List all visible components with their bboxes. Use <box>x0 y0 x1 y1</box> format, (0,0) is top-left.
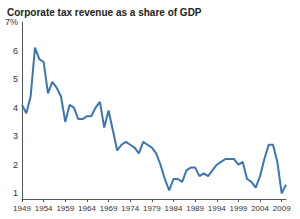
svg-text:2009: 2009 <box>273 204 291 213</box>
svg-text:2004: 2004 <box>251 204 269 213</box>
svg-text:4: 4 <box>13 103 18 113</box>
svg-text:1: 1 <box>13 188 18 198</box>
svg-text:1959: 1959 <box>56 204 74 213</box>
svg-text:3: 3 <box>13 131 18 141</box>
svg-text:1949: 1949 <box>13 204 31 213</box>
svg-text:6: 6 <box>13 46 18 56</box>
svg-text:1969: 1969 <box>100 204 118 213</box>
svg-text:1974: 1974 <box>121 204 139 213</box>
svg-text:1979: 1979 <box>143 204 161 213</box>
svg-text:5: 5 <box>13 74 18 84</box>
svg-text:2: 2 <box>13 160 18 170</box>
svg-text:1994: 1994 <box>208 204 226 213</box>
svg-text:1984: 1984 <box>165 204 183 213</box>
svg-text:1989: 1989 <box>186 204 204 213</box>
svg-text:Corporate tax revenue as a sha: Corporate tax revenue as a share of GDP <box>7 7 202 18</box>
svg-text:1964: 1964 <box>78 204 96 213</box>
svg-text:7%: 7% <box>5 17 18 27</box>
svg-text:1999: 1999 <box>229 204 247 213</box>
svg-text:1954: 1954 <box>35 204 53 213</box>
